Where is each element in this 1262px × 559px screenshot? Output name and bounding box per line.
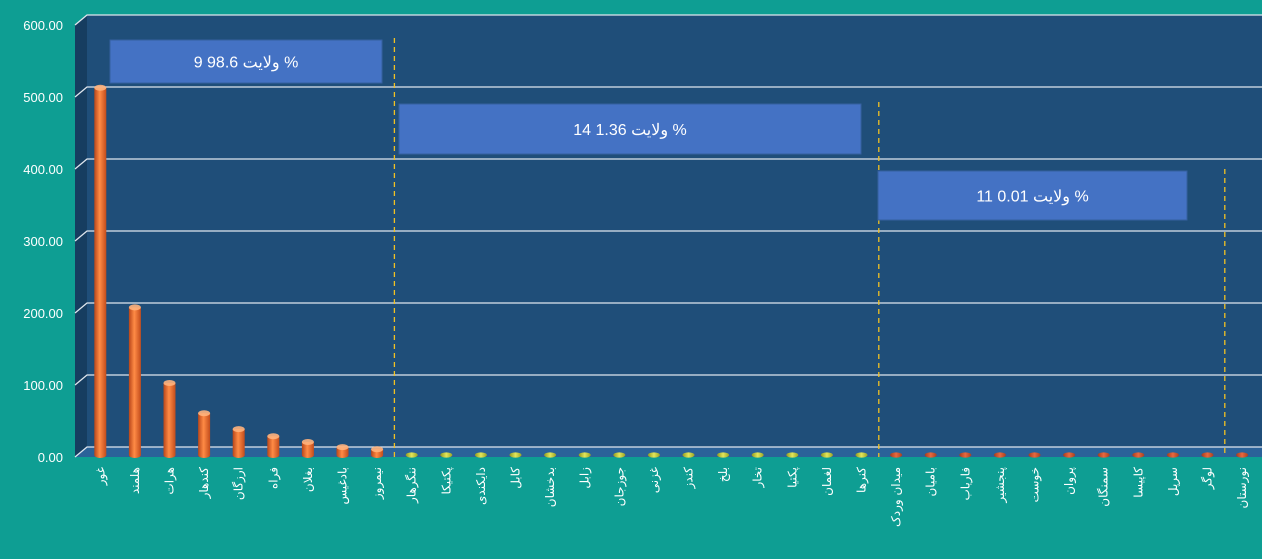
- bar: [474, 452, 487, 458]
- bar: [232, 426, 245, 458]
- x-tick-label: لغمان: [820, 467, 834, 496]
- gridline: [74, 230, 1262, 242]
- y-tick-label: 300.00: [23, 234, 63, 249]
- x-tick-label: نورستان: [1235, 467, 1250, 508]
- gridline: [74, 158, 1262, 170]
- bar: [924, 452, 937, 458]
- x-tick-label: کندز: [682, 467, 697, 490]
- annotation-band: 9 ولایت 98.6 %: [109, 39, 383, 84]
- x-tick-label: دایکندی: [474, 467, 488, 505]
- bar: [405, 452, 418, 458]
- x-tick-label: ارزگان: [232, 467, 247, 500]
- x-tick-label: پروان: [1062, 467, 1077, 495]
- bar: [509, 452, 522, 458]
- y-tick-label: 500.00: [23, 90, 63, 105]
- x-tick-label: خوست: [1028, 467, 1043, 502]
- gridlines: [74, 14, 1262, 458]
- bar: [1166, 452, 1179, 458]
- bar: [1097, 452, 1110, 458]
- bar: [786, 452, 799, 458]
- bar: [301, 439, 314, 458]
- bar: [163, 380, 176, 458]
- x-tick-label: سمنگان: [1097, 467, 1111, 507]
- x-tick-label: ننگرهار: [405, 467, 420, 504]
- bar: [820, 452, 833, 458]
- x-tick-label: تخار: [751, 467, 766, 489]
- bar: [440, 452, 453, 458]
- floor: [75, 447, 1262, 457]
- x-tick-label: سرپل: [1166, 467, 1181, 496]
- x-tick-label: کنرها: [855, 467, 870, 493]
- bar: [128, 304, 141, 458]
- gridline: [74, 374, 1262, 386]
- x-axis-labels: غور هلمند هرات کندهار ارزگان فراه بغلان بادغیس ن…: [93, 467, 1250, 527]
- bar: [993, 452, 1006, 458]
- y-tick-label: 0.00: [38, 450, 63, 465]
- x-tick-label: جوزجان: [612, 467, 627, 506]
- bar: [1201, 452, 1214, 458]
- bar: [578, 452, 591, 458]
- bar: [371, 446, 384, 458]
- bar: [751, 452, 764, 458]
- bar: [544, 452, 557, 458]
- bar: [1063, 452, 1076, 458]
- bar: [336, 444, 349, 458]
- y-axis-labels: 0.00 100.00 200.00 300.00 400.00 500.00 600.00: [23, 18, 63, 465]
- y-tick-label: 400.00: [23, 162, 63, 177]
- bar: [94, 84, 107, 458]
- bar: [267, 433, 280, 458]
- gridline: [74, 86, 1262, 98]
- bar: [717, 452, 730, 458]
- x-tick-label: میدان وردک: [889, 467, 904, 527]
- x-tick-label: فاریاب: [958, 467, 973, 500]
- x-tick-label: پکتیا: [785, 467, 799, 488]
- x-tick-label: غور: [93, 467, 108, 486]
- x-tick-label: نیمروز: [370, 467, 385, 500]
- bar: [1132, 452, 1145, 458]
- x-tick-label: هلمند: [128, 467, 142, 494]
- bar: [198, 410, 211, 458]
- y-tick-label: 200.00: [23, 306, 63, 321]
- annotation-band: 11 ولایت 0.01 %: [877, 170, 1188, 221]
- x-tick-label: لوگر: [1201, 467, 1216, 490]
- bar: [647, 452, 660, 458]
- bar: [1028, 452, 1041, 458]
- x-tick-label: بامیان: [924, 467, 938, 497]
- annotation-label: 14 ولایت 1.36 %: [573, 122, 687, 139]
- bar: [682, 452, 695, 458]
- x-tick-label: غزنی: [647, 467, 662, 493]
- y-tick-label: 100.00: [23, 378, 63, 393]
- annotation-label: 11 ولایت 0.01 %: [976, 189, 1088, 206]
- annotation-band: 14 ولایت 1.36 %: [398, 103, 862, 155]
- x-tick-label: هرات: [163, 467, 178, 495]
- bars: [94, 84, 1249, 458]
- bar: [959, 452, 972, 458]
- x-tick-label: بدخشان: [543, 467, 557, 507]
- x-tick-label: کاپیسا: [1131, 467, 1145, 498]
- x-tick-label: بلخ: [716, 467, 730, 482]
- x-tick-label: پکتیکا: [439, 467, 453, 495]
- bar: [613, 452, 626, 458]
- bar: [1236, 452, 1249, 458]
- annotation-label: 9 ولایت 98.6 %: [194, 55, 299, 72]
- x-tick-label: کندهار: [197, 467, 212, 500]
- y-tick-label: 600.00: [23, 18, 63, 33]
- bar: [890, 452, 903, 458]
- gridline: [74, 446, 1262, 458]
- x-tick-label: زابل: [578, 467, 593, 489]
- x-tick-label: بغلان: [301, 467, 315, 492]
- x-tick-label: کابل: [509, 467, 523, 489]
- x-tick-label: بادغیس: [336, 467, 351, 505]
- gridline: [74, 302, 1262, 314]
- x-tick-label: پنجشیر: [993, 467, 1008, 504]
- bar: [855, 452, 868, 458]
- gridline: [74, 14, 1262, 26]
- x-tick-label: فراه: [266, 467, 281, 489]
- annotations: 9 ولایت 98.6 % 14 ولایت 1.36 % 11 ولایت 0.…: [109, 38, 1226, 457]
